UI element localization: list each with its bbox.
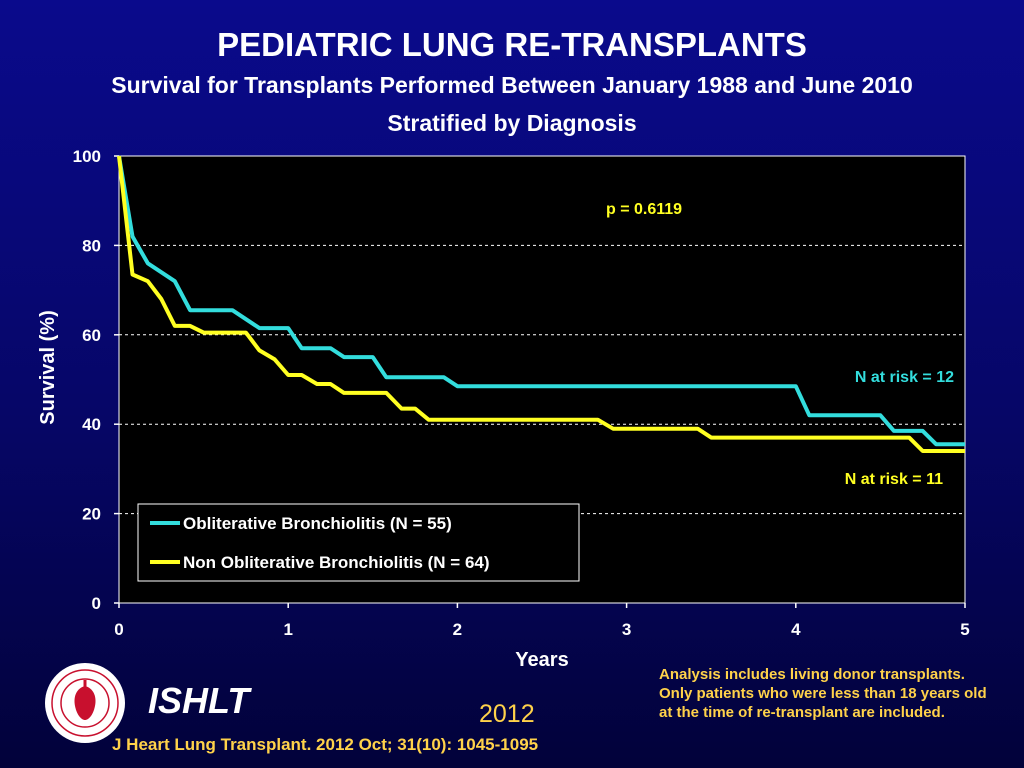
x-tick-label: 1 [283,620,292,639]
y-axis-label: Survival (%) [37,310,59,424]
citation: J Heart Lung Transplant. 2012 Oct; 31(10… [112,735,539,754]
subtitle-line-1: Survival for Transplants Performed Betwe… [111,72,913,98]
x-tick-label: 5 [960,620,969,639]
ishlt-logo [45,663,125,743]
year: 2012 [479,700,535,728]
x-tick-label: 0 [114,620,123,639]
y-tick-label: 20 [82,505,101,524]
legend-label: Obliterative Bronchiolitis (N = 55) [183,514,452,533]
p-value-annotation: p = 0.6119 [606,201,682,218]
analysis-note: Analysis includes living donor transplan… [659,666,987,721]
y-tick-label: 100 [73,147,101,166]
n-at-risk-non-obliterative: N at risk = 11 [845,471,943,488]
series-line-non-obliterative-bronchiolitis [117,155,965,453]
brand-name: ISHLT [148,680,250,721]
n-at-risk-obliterative: N at risk = 12 [855,369,954,386]
page-title: PEDIATRIC LUNG RE-TRANSPLANTS [217,26,807,63]
legend-box [137,503,580,582]
y-tick-label: 60 [82,326,101,345]
x-tick-label: 2 [453,620,462,639]
legend-label: Non Obliterative Bronchiolitis (N = 64) [183,553,490,572]
x-tick-label: 4 [791,620,801,639]
series-line-obliterative-bronchiolitis [117,155,965,447]
y-tick-label: 80 [82,236,101,255]
subtitle-line-2: Stratified by Diagnosis [387,110,637,136]
y-tick-label: 0 [92,594,101,613]
x-tick-label: 3 [622,620,631,639]
x-axis-label: Years [515,649,568,671]
y-tick-label: 40 [82,415,101,434]
